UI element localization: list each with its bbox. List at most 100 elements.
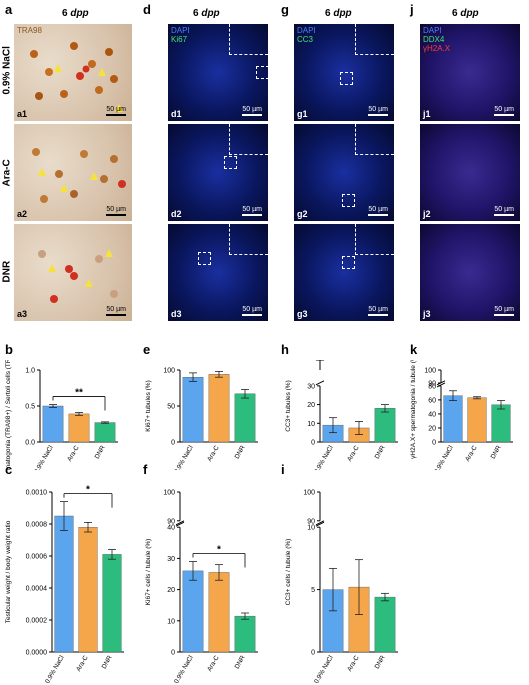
y-axis-label-k: γH2A.X+ spermatogonia / tubule (%) <box>410 360 417 459</box>
bar-k-arac <box>467 397 487 443</box>
panel-letter-h: h <box>281 342 289 357</box>
sublabel-j3: j3 <box>423 309 431 319</box>
scale-bar-g1: 50 µm <box>368 106 388 116</box>
x-tick-label-i: DNR <box>374 654 387 670</box>
panel-letter-g: g <box>281 2 289 17</box>
sublabel-a3: a3 <box>17 309 28 319</box>
zoom-inset-d1 <box>229 24 268 55</box>
scale-bar-j2: 50 µm <box>494 206 514 216</box>
row-label-arac: Ara-C <box>1 159 13 187</box>
panel-letter-f: f <box>143 462 148 477</box>
sig-label-c: * <box>86 485 90 496</box>
bar-c-arac <box>78 527 98 653</box>
x-tick-label-e: 0.9% NaCl <box>173 444 195 470</box>
zoom-box-g1 <box>340 72 353 85</box>
panel-letter-a: a <box>5 2 13 17</box>
y-tick-label-f: 100 <box>163 490 175 497</box>
sublabel-g3: g3 <box>297 309 308 319</box>
y-axis-label-f: Ki67+ cells / tubule (%) <box>145 539 152 606</box>
x-tick-label-h: Ara-C <box>346 444 361 462</box>
image-g3: g3 50 µm <box>294 224 394 321</box>
y-tick-label-i: 100 <box>303 490 315 497</box>
x-tick-label-h: DNR <box>374 444 387 460</box>
sublabel-j1: j1 <box>423 109 431 119</box>
chart-c: 0.0000 0.0002 0.0004 0.0006 0.0008 0.0010 Test… <box>5 485 124 683</box>
image-j2: j2 50 µm <box>420 124 520 221</box>
stain-label-tra98: TRA98 <box>17 26 42 35</box>
zoom-inset-d3 <box>229 224 268 255</box>
column-title-d: 6 dpp <box>193 8 220 19</box>
image-a3: a3 50 µm <box>14 224 132 321</box>
y-tick-label-f: 90 <box>167 518 175 525</box>
zoom-box-d1 <box>256 66 268 79</box>
panel-letter-c: c <box>5 462 13 477</box>
zoom-inset-g1 <box>355 24 394 55</box>
y-tick-label-k: 90 <box>428 380 436 387</box>
y-tick-label-k: 40 <box>428 411 436 418</box>
chart-h: 0 10 20 30 100 CC3+ tubules (%) 0.9% NaCl Ara-C… <box>285 360 398 470</box>
column-title-j: 6 dpp <box>452 8 479 19</box>
y-tick-label-k: 0 <box>432 440 436 447</box>
scale-bar-a1: 50 µm <box>106 106 126 116</box>
row-label-dnr: DNR <box>1 260 13 283</box>
panel-letter-d: d <box>143 2 151 17</box>
sublabel-g2: g2 <box>297 209 308 219</box>
panel-letter-j: j <box>410 2 414 17</box>
chart-e: 0 50 100 Ki67+ tubules (%) 0.9% NaCl Ara-C DNR <box>145 368 258 470</box>
image-d1: DAPI Ki67 d1 50 µm <box>168 24 268 121</box>
y-tick-label-c: 0.0010 <box>26 490 48 497</box>
image-g2: g2 50 µm <box>294 124 394 221</box>
y-tick-label-f: 20 <box>167 587 175 594</box>
bar-k-dnr <box>491 404 511 443</box>
y-tick-label-e: 100 <box>163 368 175 375</box>
x-tick-label-k: Ara-C <box>464 444 479 462</box>
scale-bar-g2: 50 µm <box>368 206 388 216</box>
channel-labels-d: DAPI Ki67 <box>171 26 190 44</box>
x-tick-label-f: Ara-C <box>206 654 221 672</box>
bar-c-nacl <box>54 515 74 653</box>
y-tick-label-c: 0.0004 <box>26 586 48 593</box>
scale-bar-d3: 50 µm <box>242 306 262 316</box>
panel-letter-k: k <box>410 342 418 357</box>
zoom-box-g2 <box>342 194 355 207</box>
bar-b-nacl <box>42 405 64 443</box>
x-tick-label-f: 0.9% NaCl <box>173 654 195 683</box>
zoom-box-d3 <box>198 252 211 265</box>
x-tick-label-i: 0.9% NaCl <box>313 654 335 683</box>
y-tick-label-k: 60 <box>428 397 436 404</box>
y-tick-label-i: 5 <box>311 587 315 594</box>
sublabel-d3: d3 <box>171 309 182 319</box>
y-tick-label-c: 0.0006 <box>26 554 48 561</box>
channel-labels-j: DAPI DDX4 γH2A.X <box>423 26 451 53</box>
sublabel-g1: g1 <box>297 109 308 119</box>
x-tick-label-e: Ara-C <box>206 444 221 462</box>
y-tick-label-c: 0.0000 <box>26 650 48 657</box>
sublabel-d2: d2 <box>171 209 182 219</box>
y-axis-label-h: CC3+ tubules (%) <box>285 380 292 431</box>
y-tick-label-b: 0.0 <box>25 440 35 447</box>
chart-b: 0.0 0.5 1.0 Spermatogonia (TRA98+) / Sertol… <box>5 360 118 470</box>
image-j3: j3 50 µm <box>420 224 520 321</box>
bar-b-arac <box>68 413 90 443</box>
y-axis-label-c: Testicular weight / body weight ratio <box>5 520 12 623</box>
x-tick-label-b: Ara-C <box>66 444 81 462</box>
y-tick-label-f: 0 <box>171 650 175 657</box>
bar-f-dnr <box>234 615 256 653</box>
sublabel-j2: j2 <box>423 209 431 219</box>
sig-label-f: * <box>217 545 221 556</box>
column-title-g: 6 dpp <box>325 8 352 19</box>
sig-label-b: ** <box>75 388 83 399</box>
channel-labels-g: DAPI CC3 <box>297 26 316 44</box>
sublabel-d1: d1 <box>171 109 182 119</box>
y-tick-label-c: 0.0002 <box>26 618 48 625</box>
x-tick-label-c: 0.9% NaCl <box>44 654 66 683</box>
image-j1: DAPI DDX4 γH2A.X j1 50 µm <box>420 24 520 121</box>
y-tick-label-e: 0 <box>171 440 175 447</box>
x-tick-label-c: Ara-C <box>75 654 90 672</box>
y-tick-label-f: 40 <box>167 525 175 532</box>
bar-f-arac <box>208 572 230 653</box>
y-tick-label-e: 50 <box>167 404 175 411</box>
